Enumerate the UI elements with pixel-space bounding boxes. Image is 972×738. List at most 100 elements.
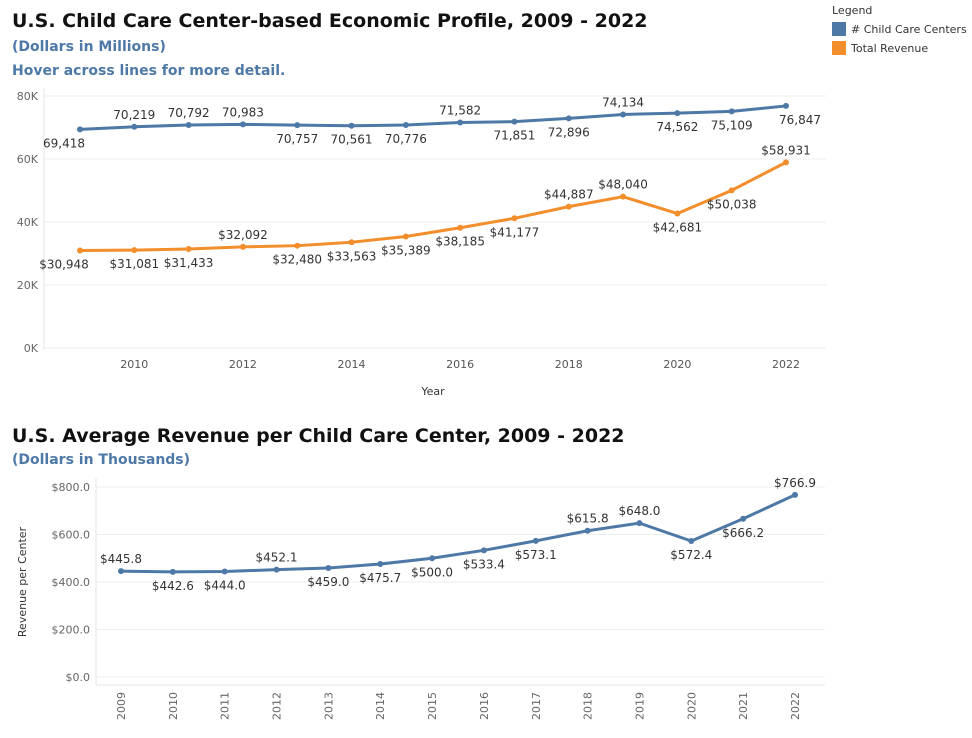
data-point bbox=[402, 233, 409, 240]
legend: Legend # Child Care Centers Total Revenu… bbox=[832, 4, 967, 55]
data-point bbox=[511, 215, 518, 222]
data-label: $32,092 bbox=[218, 228, 268, 242]
data-label: $32,480 bbox=[272, 253, 322, 267]
data-point bbox=[728, 187, 735, 194]
data-label: $572.4 bbox=[670, 548, 712, 562]
chart1-subtitle: (Dollars in Millions) bbox=[12, 39, 166, 55]
data-point bbox=[688, 538, 695, 545]
x-tick-label: 2016 bbox=[478, 692, 491, 720]
data-label: $442.6 bbox=[152, 579, 194, 593]
x-tick-label: 2022 bbox=[772, 358, 800, 371]
y-tick-label: 40K bbox=[17, 216, 39, 229]
data-point bbox=[239, 243, 246, 250]
data-point bbox=[620, 111, 627, 118]
data-point bbox=[221, 568, 228, 575]
data-point bbox=[792, 491, 798, 498]
y-tick-label: $400.0 bbox=[52, 576, 91, 589]
x-tick-label: 2013 bbox=[322, 692, 335, 720]
x-axis-title: Year bbox=[420, 385, 445, 398]
data-label: 69,418 bbox=[43, 136, 85, 150]
data-point bbox=[77, 247, 83, 254]
data-label: $666.2 bbox=[722, 526, 764, 540]
x-tick-label: 2009 bbox=[115, 692, 128, 720]
data-point bbox=[273, 566, 280, 573]
data-point bbox=[674, 110, 681, 117]
data-point bbox=[457, 224, 464, 231]
data-point bbox=[402, 122, 409, 129]
data-label: $31,433 bbox=[164, 256, 214, 270]
x-tick-label: 2020 bbox=[685, 692, 698, 720]
x-tick-label: 2012 bbox=[229, 358, 257, 371]
data-label: 70,792 bbox=[168, 106, 210, 120]
data-label: $50,038 bbox=[707, 197, 757, 211]
data-point bbox=[131, 123, 138, 130]
data-point bbox=[740, 515, 747, 522]
data-label: $533.4 bbox=[463, 557, 505, 571]
series-line-0 bbox=[79, 104, 787, 131]
data-point bbox=[783, 102, 789, 109]
data-point bbox=[565, 115, 572, 122]
data-label: $459.0 bbox=[307, 575, 349, 589]
x-tick-label: 2018 bbox=[555, 358, 583, 371]
data-point bbox=[348, 122, 355, 129]
x-tick-label: 2021 bbox=[737, 692, 750, 720]
y-tick-label: $600.0 bbox=[52, 529, 91, 542]
x-tick-label: 2017 bbox=[530, 692, 543, 720]
data-point bbox=[348, 239, 355, 246]
data-point bbox=[185, 122, 192, 129]
legend-item-centers[interactable]: # Child Care Centers bbox=[832, 22, 967, 36]
data-label: $38,185 bbox=[435, 235, 485, 249]
data-point bbox=[377, 561, 384, 568]
data-label: 71,582 bbox=[439, 104, 481, 118]
data-point bbox=[620, 193, 627, 200]
data-label: $30,948 bbox=[39, 258, 89, 272]
data-point bbox=[480, 547, 487, 554]
data-label: $475.7 bbox=[359, 571, 401, 585]
y-tick-label: $0.0 bbox=[66, 671, 91, 684]
x-tick-label: 2010 bbox=[120, 358, 148, 371]
data-label: 75,109 bbox=[711, 118, 753, 132]
legend-title: Legend bbox=[832, 4, 873, 17]
data-point bbox=[185, 245, 192, 252]
data-label: 76,847 bbox=[779, 113, 821, 127]
data-label: $766.9 bbox=[774, 476, 816, 490]
data-label: $48,040 bbox=[598, 178, 648, 192]
x-tick-label: 2019 bbox=[633, 692, 646, 720]
data-point bbox=[674, 210, 681, 217]
y-tick-label: $800.0 bbox=[52, 481, 91, 494]
data-point bbox=[511, 118, 518, 125]
data-label: $41,177 bbox=[490, 225, 540, 239]
x-tick-label: 2022 bbox=[789, 692, 802, 720]
x-tick-label: 2018 bbox=[582, 692, 595, 720]
data-label: $35,389 bbox=[381, 244, 431, 258]
data-label: $42,681 bbox=[653, 221, 703, 235]
data-point bbox=[294, 242, 301, 249]
data-point bbox=[169, 568, 176, 575]
x-tick-label: 2010 bbox=[167, 692, 180, 720]
series-line bbox=[120, 493, 796, 574]
y-tick-label: $200.0 bbox=[52, 624, 91, 637]
data-label: 70,776 bbox=[385, 132, 427, 146]
data-point bbox=[457, 119, 464, 126]
data-point bbox=[131, 247, 138, 254]
data-label: $500.0 bbox=[411, 565, 453, 579]
chart1-note: Hover across lines for more detail. bbox=[12, 63, 286, 79]
data-label: 74,134 bbox=[602, 95, 644, 109]
chart2-title: U.S. Average Revenue per Child Care Cent… bbox=[12, 425, 625, 447]
data-point bbox=[532, 537, 539, 544]
y-tick-label: 0K bbox=[24, 342, 39, 355]
legend-item-revenue[interactable]: Total Revenue bbox=[832, 41, 967, 55]
chart2-subtitle: (Dollars in Thousands) bbox=[12, 452, 191, 468]
data-label: $444.0 bbox=[204, 579, 246, 593]
y-tick-label: 60K bbox=[17, 153, 39, 166]
data-point bbox=[118, 568, 124, 575]
data-label: $445.8 bbox=[100, 552, 142, 566]
data-point bbox=[565, 203, 572, 210]
data-point bbox=[728, 108, 735, 115]
data-point bbox=[636, 520, 643, 527]
data-label: $648.0 bbox=[618, 504, 660, 518]
data-point bbox=[77, 126, 83, 133]
y-tick-label: 20K bbox=[17, 279, 39, 292]
legend-swatch bbox=[832, 41, 846, 55]
x-tick-label: 2011 bbox=[219, 692, 232, 720]
